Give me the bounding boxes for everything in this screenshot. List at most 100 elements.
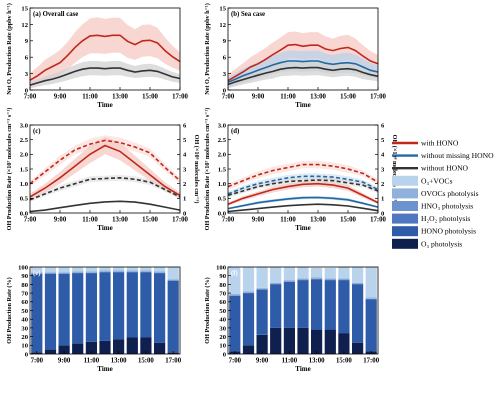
bar-segment-f-4-0 [283,327,295,354]
bar-segment-f-8-1 [338,280,350,334]
x-tick-label: 9:00 [54,94,67,101]
series-line-c-1 [29,200,181,213]
bar-segment-e-8-1 [140,272,152,338]
y-tick-label: 3.0 [20,122,29,129]
y-axis-title: OH Production Rate (×10⁷ molecules cm⁻³ … [6,108,13,231]
bar-segment-e-5-5 [99,267,111,271]
bar-segment-e-3-0 [72,343,84,354]
x-tick-label: 9:00 [58,358,71,365]
y-axis-title: Net O₃ Production Rate (ppbv h⁻¹) [204,3,211,95]
series-line-d-5 [227,179,379,197]
y-right-tick-label: 1 [183,196,186,203]
panel-tag: (d) [231,128,239,135]
x-tick-label: 7:00 [24,94,37,101]
y-tick-label: 0 [223,87,227,94]
bar-segment-e-10-4 [167,279,179,281]
y-tick-label: 0 [25,87,29,94]
legend-label: H₂O₂ photolysis [421,214,470,223]
y-tick-label: 1.5 [20,166,29,173]
bar-segment-f-7-0 [324,329,336,354]
bar-segment-f-3-4 [270,282,282,284]
series-band-d-3 [228,160,378,190]
legend-swatch-box [392,213,418,224]
legend-swatch-box [392,175,418,186]
series-line-d-2 [227,203,379,213]
x-tick-label: 15:00 [142,94,158,101]
legend-swatch-box [392,238,418,249]
y-tick-label: 3.0 [218,122,227,129]
series-line-a-1 [29,67,181,86]
bar-segment-e-5-4 [99,270,111,272]
bar-segment-f-6-4 [311,277,323,279]
y-tick-label: 90 [21,273,28,280]
y-tick-label: 6 [25,55,29,62]
x-tick-label: 11:00 [280,217,296,224]
bar-segment-f-1-5 [242,267,255,292]
bar-segment-f-6-5 [311,267,323,278]
bar-segment-e-8-0 [140,337,152,354]
x-tick-label: 17:00 [165,358,181,365]
x-tick-label: 9:00 [252,94,265,101]
bar-segment-f-3-5 [270,267,282,283]
bar-segment-e-3-1 [72,273,84,344]
bar-segment-f-5-5 [297,267,309,279]
series-band-d-4 [228,173,378,197]
y-right-tick-label: 3 [183,166,187,173]
legend-label: O₃ photolysis [421,239,462,248]
y-tick-label: 3 [25,71,29,78]
y-tick-label: 1.5 [218,166,227,173]
x-tick-label: 9:00 [252,217,265,224]
bar-segment-e-2-5 [58,267,70,273]
legend-label: O₃+VOCs [421,176,452,185]
bar-segment-e-0-5 [31,267,43,273]
bar-segment-f-9-0 [352,342,364,354]
y-right-tick-label: 2 [381,181,385,188]
bar-segment-e-10-1 [167,280,179,353]
bar-segment-f-8-4 [338,278,350,280]
x-tick-label: 15:00 [336,358,352,365]
x-tick-label: 13:00 [309,358,325,365]
bar-segment-e-8-5 [140,267,152,271]
bar-segment-f-5-4 [297,278,309,280]
y-tick-label: 0 [223,351,227,358]
bar-segment-e-2-1 [58,274,70,346]
bar-segment-e-9-1 [154,273,166,343]
panel-tag: (a) Overall case [33,11,78,18]
series-band-c-3 [30,174,180,202]
legend-label: without missing HONO [421,151,494,160]
bar-segment-e-7-1 [126,272,138,338]
y-tick-label: 40 [219,317,226,324]
panel-tag: (f) [231,270,238,277]
series-band-a-1 [30,61,180,89]
y-tick-label: 0.5 [218,196,227,203]
x-axis-title: Time [295,365,310,373]
y-tick-label: 70 [21,291,28,298]
x-tick-label: 13:00 [112,94,128,101]
plot-frame [29,7,181,91]
y-right-tick-label: 6 [183,122,187,129]
legend-label: HONO photolysis [421,227,476,236]
legend-swatch-box [392,188,418,199]
y-tick-label: 1.0 [218,181,227,188]
x-tick-label: 11:00 [282,358,298,365]
bar-segment-e-6-5 [113,267,125,271]
bar-segment-f-4-1 [283,281,295,328]
y-tick-label: 2.5 [20,137,29,144]
bar-segment-f-5-0 [297,327,309,354]
y-tick-label: 3 [223,71,227,78]
x-tick-label: 13:00 [310,94,326,101]
bar-segment-e-9-5 [154,267,166,272]
y-tick-label: 15 [21,5,28,12]
series-line-d-1 [227,196,379,210]
series-line-d-3 [227,163,379,188]
series-line-b-0 [227,43,379,82]
y-tick-label: 60 [21,299,28,306]
bar-segment-f-2-4 [256,287,268,289]
series-line-c-0 [29,144,181,198]
panel-tag: (c) [33,128,41,135]
x-tick-label: 17:00 [172,94,188,101]
x-tick-label: 15:00 [340,94,356,101]
